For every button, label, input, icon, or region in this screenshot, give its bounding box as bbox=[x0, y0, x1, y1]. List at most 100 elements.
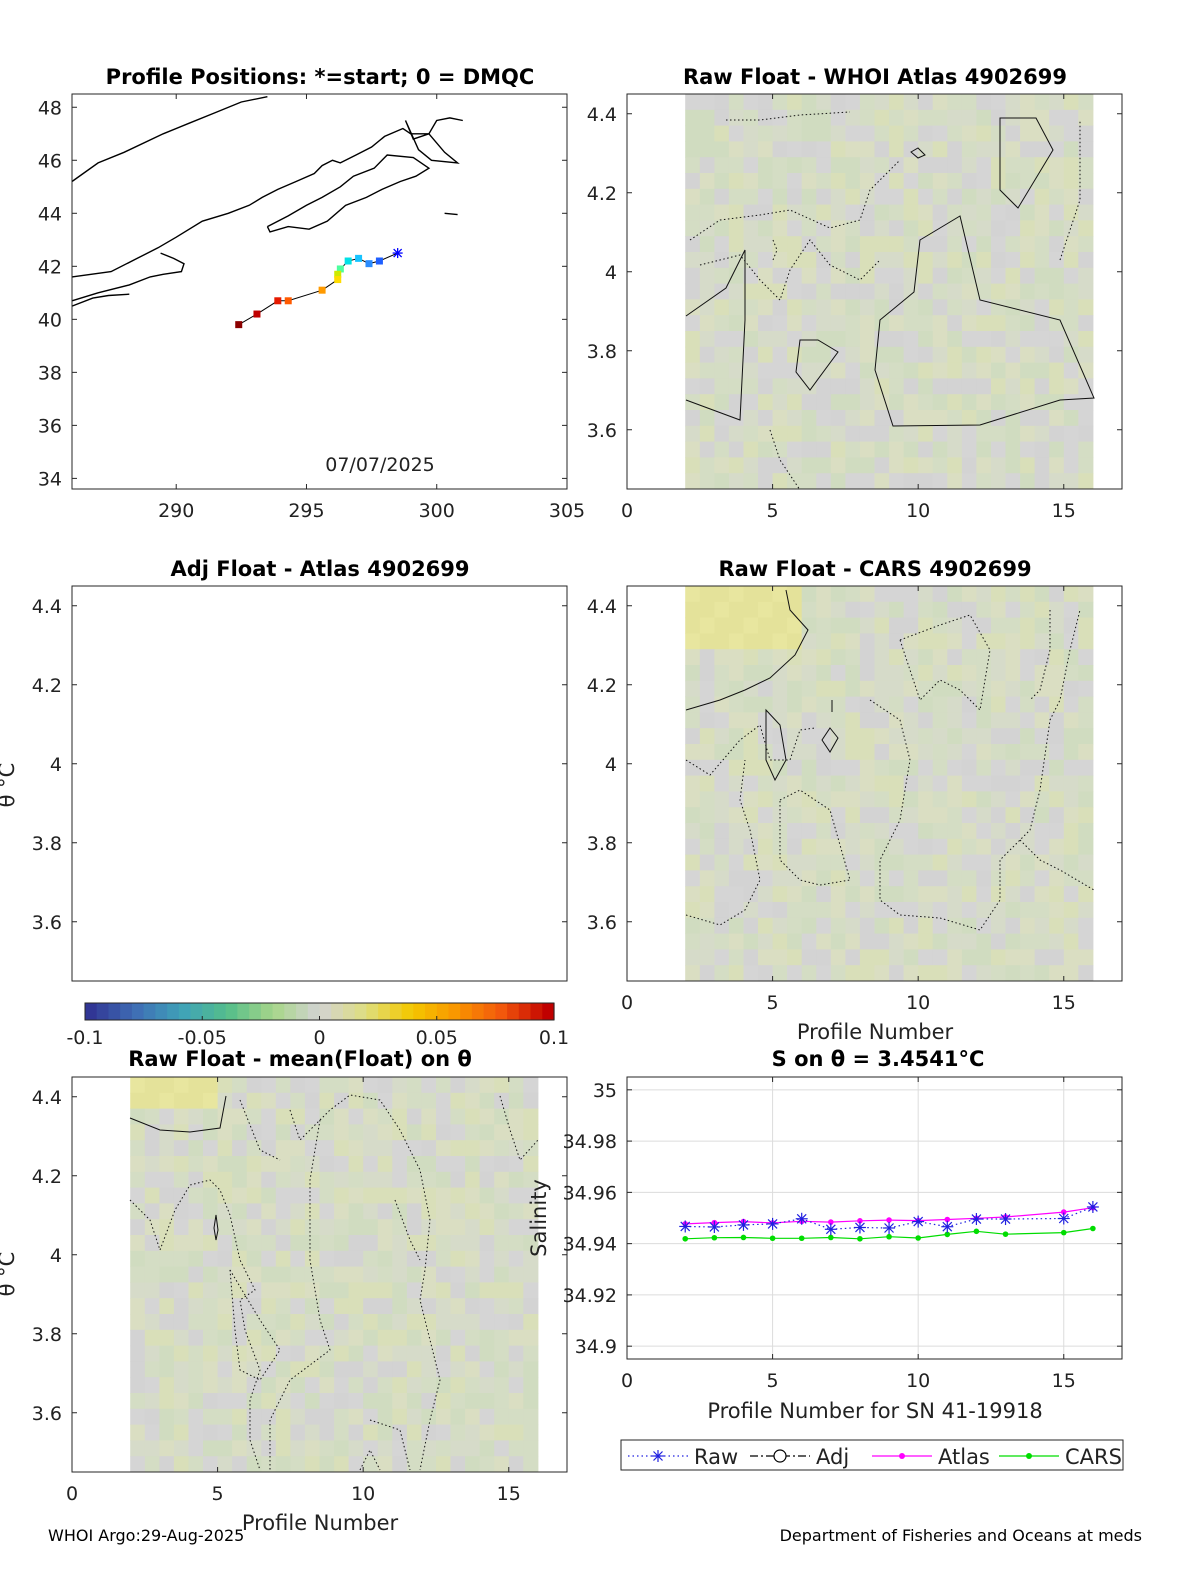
heat-cell bbox=[889, 902, 905, 919]
heat-cell bbox=[1005, 902, 1021, 919]
heat-cell bbox=[685, 759, 701, 777]
heat-cell bbox=[743, 680, 759, 698]
data-point bbox=[682, 1235, 689, 1242]
data-point bbox=[769, 1235, 776, 1242]
heat-cell bbox=[961, 378, 977, 395]
heat-cell bbox=[159, 1156, 175, 1173]
heat-cell bbox=[465, 1219, 481, 1236]
heat-cell bbox=[421, 1282, 437, 1299]
heat-cell bbox=[436, 1187, 452, 1204]
heat-cell bbox=[348, 1408, 364, 1426]
heat-cell bbox=[1034, 94, 1050, 111]
heat-cell bbox=[392, 1377, 408, 1394]
heat-cell bbox=[348, 1187, 364, 1204]
y-tick-label: 4.2 bbox=[587, 675, 617, 697]
heat-cell bbox=[1020, 410, 1036, 427]
heat-cell bbox=[334, 1219, 350, 1236]
heat-cell bbox=[685, 157, 701, 174]
heat-cell bbox=[801, 94, 817, 111]
heat-cell bbox=[319, 1408, 335, 1426]
data-point bbox=[1086, 1200, 1099, 1213]
heat-cell bbox=[845, 204, 861, 221]
heat-cell bbox=[465, 1250, 481, 1268]
heat-cell bbox=[845, 410, 861, 427]
coastline bbox=[71, 96, 463, 307]
heat-cell bbox=[465, 1314, 481, 1331]
heat-cell bbox=[1049, 267, 1065, 285]
heat-cell bbox=[1049, 680, 1065, 698]
heat-cell bbox=[961, 870, 977, 887]
heat-cell bbox=[743, 362, 759, 379]
heat-cell bbox=[319, 1266, 335, 1283]
x-tick-label: 5 bbox=[767, 500, 779, 522]
heat-cell bbox=[1005, 204, 1021, 221]
heat-cell bbox=[845, 331, 861, 348]
heat-cell bbox=[348, 1077, 364, 1094]
heat-cell bbox=[889, 236, 905, 253]
heat-cell bbox=[859, 633, 875, 650]
heat-cell bbox=[728, 838, 744, 856]
heat-cell bbox=[889, 823, 905, 840]
heat-cell bbox=[816, 283, 832, 300]
heat-cell bbox=[188, 1124, 204, 1141]
heat-cell bbox=[787, 586, 803, 603]
heat-cell bbox=[845, 220, 861, 237]
heat-cell bbox=[523, 1440, 539, 1457]
heat-cell bbox=[816, 680, 832, 698]
heat-cell bbox=[685, 838, 701, 856]
x-tick-label: 5 bbox=[767, 1370, 779, 1392]
heat-cell bbox=[961, 902, 977, 919]
heat-cell bbox=[173, 1092, 189, 1110]
heat-cell bbox=[494, 1235, 510, 1252]
heat-cell bbox=[319, 1156, 335, 1173]
heat-cell bbox=[392, 1187, 408, 1204]
heat-cell bbox=[188, 1329, 204, 1347]
heat-cell bbox=[728, 457, 744, 474]
heat-cell bbox=[1063, 775, 1079, 792]
heat-cell bbox=[801, 886, 817, 903]
heat-cell bbox=[1034, 728, 1050, 745]
heat-cell bbox=[758, 854, 774, 871]
heat-cell bbox=[874, 823, 890, 840]
heat-cell bbox=[377, 1424, 393, 1441]
heat-cell bbox=[772, 220, 788, 237]
heat-cell bbox=[991, 712, 1007, 729]
heat-cell bbox=[932, 267, 948, 285]
heat-cell bbox=[699, 917, 715, 935]
heat-cell bbox=[465, 1203, 481, 1220]
heat-cell bbox=[947, 775, 963, 792]
heat-cell bbox=[685, 696, 701, 713]
mean-xlabel: Profile Number bbox=[242, 1511, 399, 1535]
heat-cell bbox=[830, 204, 846, 221]
heat-cell bbox=[859, 886, 875, 903]
heat-cell bbox=[685, 109, 701, 127]
heat-cell bbox=[859, 791, 875, 808]
y-tick-label: 3.6 bbox=[32, 1403, 62, 1425]
footer-right: Department of Fisheries and Oceans at me… bbox=[780, 1526, 1142, 1545]
heat-cell bbox=[1005, 188, 1021, 206]
heat-cell bbox=[787, 854, 803, 871]
legend-box bbox=[620, 1439, 1124, 1471]
heat-cell bbox=[961, 917, 977, 935]
heat-cell bbox=[976, 188, 992, 206]
heat-cell bbox=[465, 1329, 481, 1347]
heat-cell bbox=[1020, 586, 1036, 603]
heat-cell bbox=[1034, 965, 1050, 982]
heat-cell bbox=[845, 586, 861, 603]
heat-cell bbox=[976, 204, 992, 221]
heat-cell bbox=[1005, 933, 1021, 950]
heat-cell bbox=[203, 1124, 219, 1141]
heat-cell bbox=[348, 1235, 364, 1252]
colorbar: -0.1 -0.05 0 0.05 0.1 bbox=[66, 1002, 569, 1049]
adj-ticks: 3.63.844.24.4 bbox=[32, 596, 567, 934]
heat-cell bbox=[918, 220, 934, 237]
heat-cell bbox=[728, 204, 744, 221]
heat-cell bbox=[1078, 109, 1094, 127]
heat-cell bbox=[1078, 917, 1094, 935]
heat-cell bbox=[976, 617, 992, 634]
heat-cell bbox=[918, 157, 934, 174]
heat-cell bbox=[816, 141, 832, 158]
heat-cell bbox=[523, 1250, 539, 1268]
heat-cell bbox=[334, 1140, 350, 1157]
heat-cell bbox=[304, 1219, 320, 1236]
